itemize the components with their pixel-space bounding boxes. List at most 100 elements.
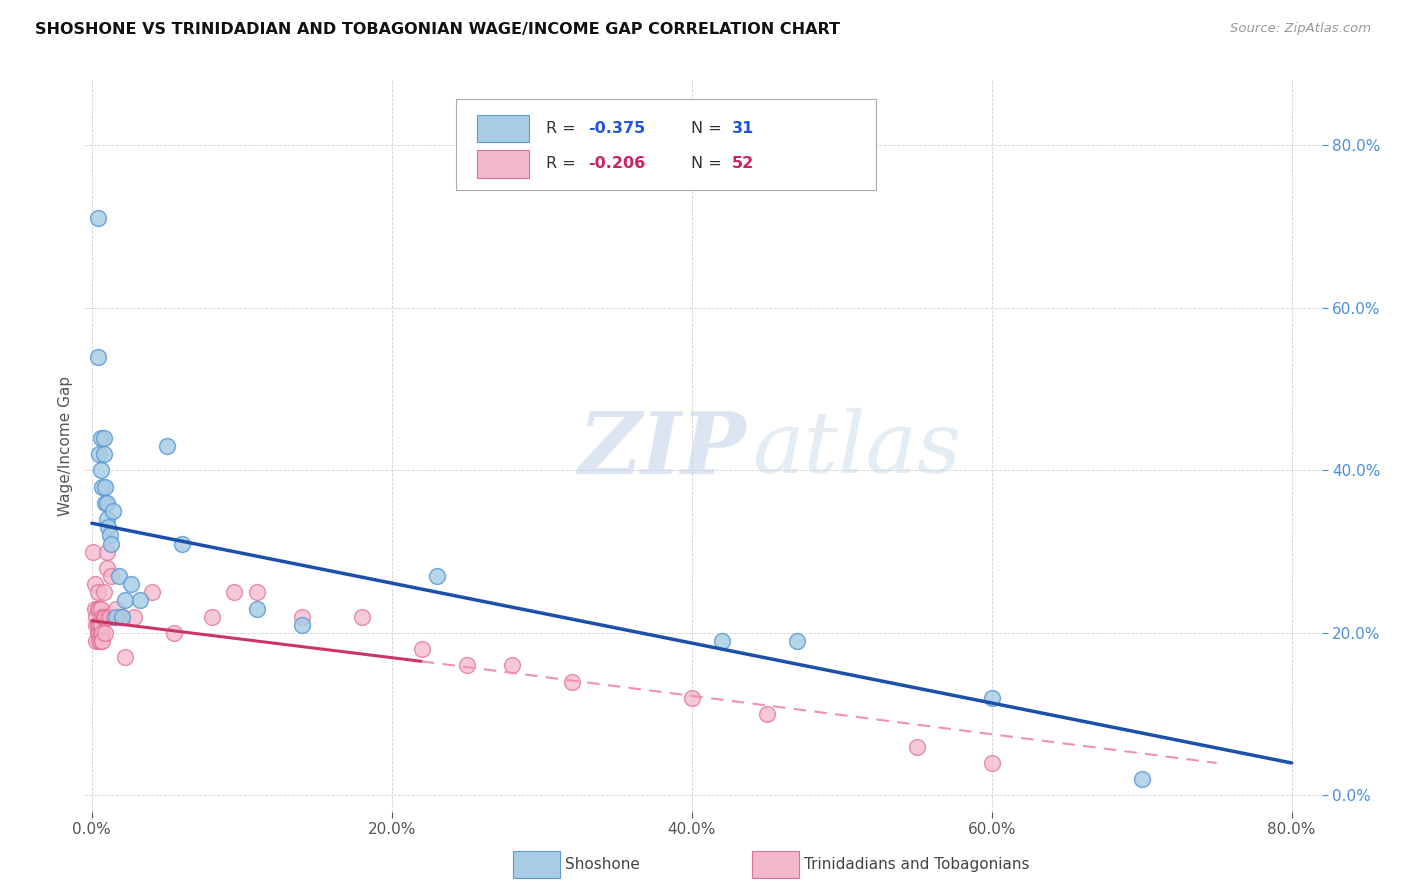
- Point: [905, 739, 928, 754]
- Point: [90, 617, 112, 632]
- Text: N =: N =: [690, 121, 727, 136]
- Point: [98, 609, 121, 624]
- Text: Shoshone: Shoshone: [565, 857, 640, 871]
- Point: [96, 496, 118, 510]
- Point: [93, 447, 115, 461]
- Point: [246, 585, 269, 599]
- Point: [501, 658, 523, 673]
- Point: [94, 480, 117, 494]
- Text: 31: 31: [731, 121, 754, 136]
- Point: [96, 544, 118, 558]
- Point: [350, 609, 373, 624]
- Text: -0.206: -0.206: [588, 156, 645, 171]
- Point: [170, 536, 193, 550]
- Text: R =: R =: [546, 156, 581, 171]
- Point: [411, 642, 433, 657]
- Point: [786, 634, 808, 648]
- Point: [426, 569, 449, 583]
- Point: [103, 609, 125, 624]
- Point: [96, 512, 118, 526]
- FancyBboxPatch shape: [477, 150, 529, 178]
- Point: [111, 609, 134, 624]
- Point: [755, 707, 778, 722]
- Text: Trinidadians and Tobagonians: Trinidadians and Tobagonians: [804, 857, 1029, 871]
- Point: [104, 609, 127, 624]
- Point: [94, 609, 117, 624]
- Point: [681, 690, 703, 705]
- Point: [291, 609, 314, 624]
- Point: [87, 626, 110, 640]
- Point: [201, 609, 224, 624]
- Point: [93, 609, 115, 624]
- Point: [980, 690, 1002, 705]
- Point: [83, 601, 105, 615]
- Point: [89, 634, 111, 648]
- Point: [90, 601, 112, 615]
- Point: [98, 528, 121, 542]
- Point: [91, 626, 114, 640]
- Point: [108, 569, 131, 583]
- Point: [104, 601, 127, 615]
- Point: [83, 577, 105, 591]
- Point: [120, 577, 142, 591]
- Text: ZIP: ZIP: [578, 408, 747, 491]
- Point: [96, 561, 118, 575]
- Point: [141, 585, 163, 599]
- Text: SHOSHONE VS TRINIDADIAN AND TOBAGONIAN WAGE/INCOME GAP CORRELATION CHART: SHOSHONE VS TRINIDADIAN AND TOBAGONIAN W…: [35, 22, 841, 37]
- Point: [90, 617, 112, 632]
- Point: [86, 609, 108, 624]
- Point: [156, 439, 179, 453]
- Point: [86, 634, 108, 648]
- Point: [93, 585, 115, 599]
- Point: [94, 626, 117, 640]
- Point: [710, 634, 733, 648]
- Point: [163, 626, 186, 640]
- Point: [87, 617, 110, 632]
- Point: [100, 569, 122, 583]
- Point: [97, 609, 120, 624]
- Point: [100, 536, 122, 550]
- Point: [90, 634, 112, 648]
- Point: [87, 585, 110, 599]
- Point: [93, 431, 115, 445]
- Point: [82, 544, 104, 558]
- Point: [128, 593, 150, 607]
- Point: [87, 350, 110, 364]
- FancyBboxPatch shape: [456, 99, 876, 190]
- Point: [114, 593, 136, 607]
- Point: [291, 617, 314, 632]
- Text: Source: ZipAtlas.com: Source: ZipAtlas.com: [1230, 22, 1371, 36]
- Text: R =: R =: [546, 121, 581, 136]
- Point: [86, 617, 108, 632]
- Point: [89, 447, 111, 461]
- Y-axis label: Wage/Income Gap: Wage/Income Gap: [58, 376, 73, 516]
- Point: [122, 609, 145, 624]
- Text: atlas: atlas: [752, 409, 962, 491]
- Text: 52: 52: [731, 156, 754, 171]
- Point: [90, 431, 112, 445]
- Point: [91, 480, 114, 494]
- Point: [1130, 772, 1153, 787]
- Text: -0.375: -0.375: [588, 121, 645, 136]
- Point: [114, 650, 136, 665]
- Point: [87, 601, 110, 615]
- Point: [89, 617, 111, 632]
- Point: [111, 609, 134, 624]
- Point: [980, 756, 1002, 770]
- Point: [561, 674, 583, 689]
- Point: [91, 609, 114, 624]
- Point: [90, 463, 112, 477]
- Point: [94, 496, 117, 510]
- Point: [101, 504, 124, 518]
- Text: N =: N =: [690, 156, 727, 171]
- Point: [224, 585, 246, 599]
- Point: [87, 211, 110, 226]
- Point: [91, 634, 114, 648]
- Point: [90, 626, 112, 640]
- FancyBboxPatch shape: [477, 115, 529, 143]
- Point: [456, 658, 478, 673]
- Point: [89, 601, 111, 615]
- Point: [94, 609, 117, 624]
- Point: [89, 626, 111, 640]
- Point: [97, 520, 120, 534]
